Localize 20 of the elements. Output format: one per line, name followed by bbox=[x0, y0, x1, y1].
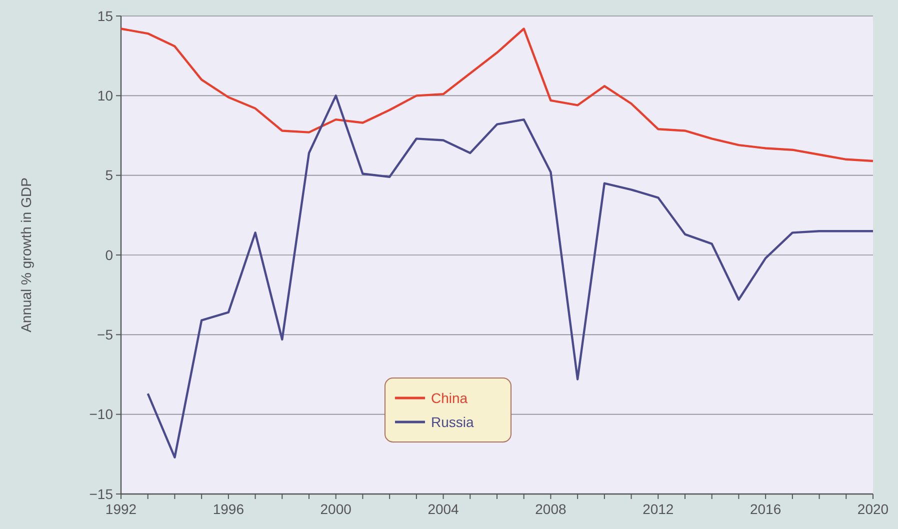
y-tick-label: 15 bbox=[97, 8, 114, 24]
x-tick-label: 2000 bbox=[320, 501, 352, 517]
x-tick-label: 2004 bbox=[428, 501, 460, 517]
y-tick-label: −5 bbox=[97, 326, 114, 343]
x-tick-label: 2016 bbox=[750, 501, 782, 517]
y-axis-title: Annual % growth in GDP bbox=[18, 178, 34, 332]
x-tick-label: 2020 bbox=[857, 501, 889, 517]
x-tick-label: 2008 bbox=[535, 501, 566, 517]
x-tick-label: 1996 bbox=[212, 501, 244, 517]
x-tick-label: 1992 bbox=[105, 501, 137, 517]
line-series bbox=[146, 94, 874, 458]
y-tick-label: 0 bbox=[105, 246, 114, 263]
y-tick-label: −10 bbox=[89, 406, 114, 422]
y-tick-label: 5 bbox=[105, 167, 114, 184]
x-tick-label: 2012 bbox=[642, 501, 674, 517]
line-series bbox=[120, 28, 874, 162]
legend-label: Russia bbox=[431, 414, 474, 430]
y-tick-label: 10 bbox=[97, 88, 114, 104]
legend-label: China bbox=[431, 390, 468, 406]
y-tick-label: −15 bbox=[89, 486, 114, 502]
